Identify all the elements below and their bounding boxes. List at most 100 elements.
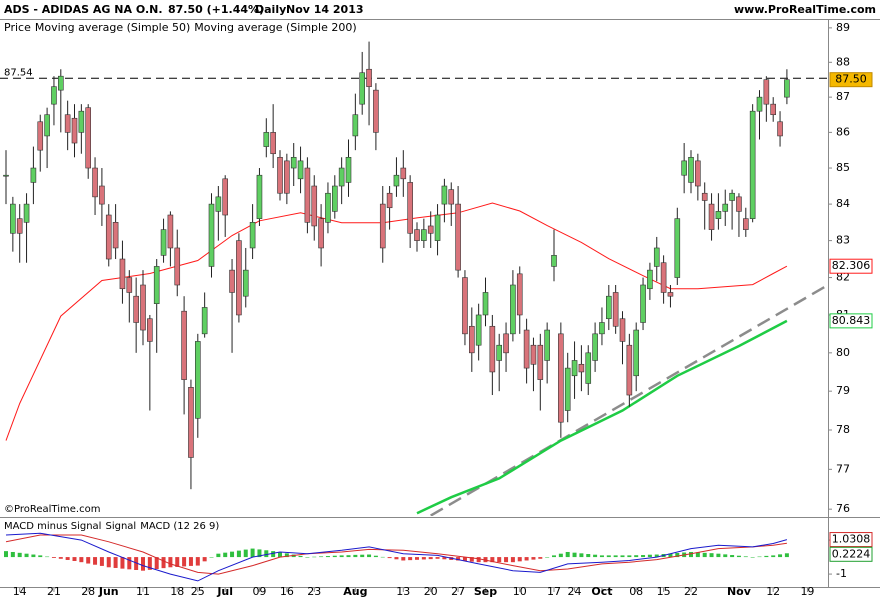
legend-price: Price	[4, 21, 31, 34]
histogram-bar	[757, 556, 762, 558]
candle-body	[140, 284, 146, 331]
candle-body	[612, 292, 619, 327]
histogram-bar	[202, 557, 207, 562]
candle-body	[263, 132, 270, 147]
histogram-bar	[141, 557, 146, 571]
histogram-bar	[695, 552, 700, 558]
candle-body	[119, 258, 126, 290]
quote: 87.50 (+1.44%)	[168, 3, 264, 16]
y-tick-label: 76	[836, 502, 850, 515]
histogram-bar	[552, 555, 557, 558]
histogram-bar	[243, 549, 248, 558]
histogram-bar	[545, 557, 550, 558]
histogram-bar	[175, 557, 180, 567]
candle-body	[777, 121, 783, 137]
candle-body	[393, 174, 400, 187]
histogram-bar	[750, 557, 755, 558]
candle-body	[147, 318, 153, 342]
histogram-bar	[510, 557, 515, 563]
candle-body	[338, 167, 345, 187]
candle-body	[153, 266, 160, 304]
candle-body	[181, 310, 187, 380]
candle-body	[167, 214, 174, 249]
x-tick-label: 16	[280, 585, 294, 598]
histogram-bar	[45, 556, 50, 558]
histogram-bar	[264, 550, 269, 558]
histogram-bar	[730, 555, 735, 558]
y-tick-label: 89	[836, 21, 850, 34]
last-ma: 82.306	[832, 259, 871, 272]
x-tick-label: 18	[170, 585, 184, 598]
histogram-bar	[606, 555, 611, 558]
candle-body	[379, 203, 386, 249]
x-tick-label: 11	[136, 585, 150, 598]
candle-body	[414, 229, 420, 241]
histogram-bar	[702, 552, 707, 558]
candle-body	[585, 352, 592, 384]
candle-body	[722, 203, 729, 212]
histogram-bar	[428, 557, 433, 560]
histogram-bar	[647, 554, 652, 558]
candle-body	[174, 247, 181, 286]
candle-body	[564, 367, 571, 411]
legend-entry: Signal	[105, 521, 136, 532]
candle-body	[30, 167, 37, 183]
candle-body	[51, 86, 57, 105]
candle-body	[599, 322, 605, 335]
histogram-bar	[147, 557, 152, 570]
candle-body	[633, 329, 640, 377]
histogram-bar	[134, 557, 139, 570]
candle-body	[44, 114, 50, 137]
histogram-bar	[339, 555, 344, 558]
candle-body	[441, 185, 448, 205]
y-tick-label: 84	[836, 197, 850, 210]
candle-body	[421, 229, 427, 241]
candle-body	[681, 160, 687, 176]
candle-body	[325, 192, 331, 223]
histogram-bar	[154, 557, 159, 569]
histogram-bar	[634, 555, 639, 558]
x-tick-label: 10	[513, 585, 527, 598]
candle-body	[256, 174, 263, 219]
candle-body	[3, 174, 9, 177]
candle-body	[352, 114, 359, 137]
candle-body	[708, 203, 715, 230]
y-tick-label: 77	[836, 462, 850, 475]
candle-body	[99, 185, 105, 205]
last-macd-box	[829, 532, 873, 548]
candle-body	[105, 214, 112, 260]
histogram-bar	[654, 554, 659, 558]
histogram-bar	[627, 555, 632, 558]
candle-body	[332, 185, 338, 212]
histogram-bar	[387, 557, 392, 559]
candle-body	[510, 284, 516, 335]
histogram-bar	[10, 551, 15, 558]
histogram-bar	[743, 556, 748, 558]
histogram-bar	[182, 557, 187, 567]
legend-entry: MACD (12 26 9)	[140, 521, 219, 532]
x-tick-label: 27	[451, 585, 465, 598]
histogram-bar	[620, 555, 625, 558]
candle-body	[277, 156, 283, 194]
candle-body	[729, 192, 735, 201]
candle-body	[756, 96, 763, 112]
level-label: 87.54	[4, 67, 33, 78]
x-tick-label: Oct	[591, 585, 612, 598]
x-tick-label: 24	[568, 585, 582, 598]
candle-body	[434, 214, 441, 241]
histogram-bar	[367, 554, 372, 558]
candle-body	[290, 156, 297, 169]
candle-body	[503, 333, 509, 354]
legend-entry: MACD minus Signal	[4, 521, 101, 532]
histogram-bar	[93, 557, 98, 565]
candle-body	[455, 203, 461, 271]
candle-body	[64, 114, 71, 133]
histogram-bar	[517, 557, 522, 562]
histogram-bar	[24, 553, 29, 558]
candle-body	[195, 341, 201, 419]
histogram-bar	[79, 557, 84, 563]
period: Daily	[255, 3, 286, 16]
histogram-bar	[771, 555, 776, 558]
y-tick-label: 78	[836, 423, 850, 436]
histogram-bar	[689, 551, 694, 558]
